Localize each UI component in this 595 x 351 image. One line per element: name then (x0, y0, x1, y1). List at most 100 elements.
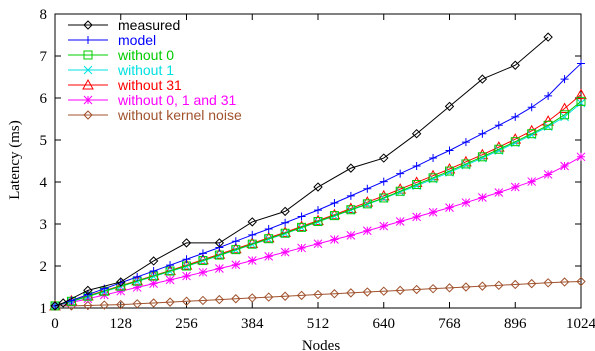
data-point (511, 112, 520, 121)
data-point (247, 256, 257, 265)
data-point (428, 207, 438, 217)
data-point (346, 205, 356, 215)
data-point (363, 184, 372, 193)
data-point (297, 212, 306, 221)
data-point (264, 234, 274, 244)
legend-marker (83, 50, 93, 60)
data-point (494, 280, 504, 291)
data-point (445, 203, 454, 212)
legend-label: without kernel noise (117, 107, 242, 123)
data-point (297, 222, 307, 232)
series-line (54, 100, 582, 307)
data-point (133, 272, 142, 281)
data-point (99, 300, 110, 310)
data-point (560, 161, 569, 171)
data-point (379, 153, 389, 163)
data-point (412, 180, 422, 190)
axes: 0 128 256 384 512 640 768 896 1024 1 2 3 4 5 6 7 8 (40, 7, 595, 332)
data-point (231, 260, 241, 270)
data-point (526, 278, 537, 289)
data-point (198, 267, 208, 277)
data-point (313, 216, 323, 226)
data-point (575, 88, 587, 100)
x-tick-label: 1024 (566, 316, 595, 332)
data-point (576, 96, 586, 106)
data-point (527, 177, 537, 186)
data-point (429, 154, 438, 163)
data-point (329, 289, 340, 299)
data-point (214, 238, 225, 248)
data-point (412, 212, 421, 222)
data-point (444, 101, 455, 112)
data-point (428, 173, 438, 183)
data-point (83, 285, 93, 296)
data-point (132, 299, 142, 309)
data-point (50, 301, 60, 311)
data-point (231, 294, 241, 304)
legend-label: without 0 (117, 47, 174, 63)
y-tick-label: 2 (40, 259, 48, 275)
data-point (231, 245, 241, 255)
legend-marker (83, 65, 93, 75)
data-point (116, 277, 126, 287)
data-point (560, 75, 569, 84)
x-tick-label: 896 (504, 316, 527, 332)
legend-item-measured: measured (68, 17, 180, 33)
data-point (510, 182, 520, 192)
data-point (577, 59, 585, 68)
data-point (166, 261, 175, 270)
data-point (461, 198, 471, 207)
data-point (116, 299, 126, 310)
data-point (297, 243, 306, 253)
data-point (510, 137, 520, 147)
legend-item-without-1: without 1 (68, 62, 174, 78)
data-point (362, 199, 372, 209)
data-point (263, 292, 274, 302)
data-point (395, 217, 405, 226)
data-point (478, 129, 487, 138)
y-tick-label: 4 (40, 175, 48, 191)
data-point (182, 255, 191, 264)
data-point (411, 128, 422, 139)
data-point (411, 284, 422, 295)
data-point (461, 138, 470, 147)
data-point (148, 298, 159, 308)
y-tick-label: 8 (40, 7, 48, 23)
series-line (55, 281, 582, 307)
data-point (461, 282, 471, 292)
data-point (477, 152, 487, 162)
x-tick-label: 768 (438, 316, 461, 332)
x-tick-label: 640 (373, 316, 396, 332)
data-point (461, 159, 471, 169)
data-point (543, 170, 553, 179)
data-point (198, 295, 208, 306)
series-line (54, 102, 582, 307)
data-point (181, 296, 192, 306)
data-point (149, 267, 158, 276)
legend-marker (83, 20, 93, 30)
data-point (558, 102, 571, 113)
data-point (362, 226, 372, 236)
data-point (313, 182, 323, 192)
data-point (247, 293, 257, 303)
legend-label: without 31 (117, 77, 182, 93)
data-point (477, 281, 488, 291)
data-point (544, 91, 553, 100)
data-point (362, 287, 373, 297)
data-point (83, 294, 93, 304)
data-point (214, 294, 225, 305)
data-point (445, 166, 454, 176)
data-point (559, 277, 570, 287)
data-point (313, 289, 323, 300)
series-line (54, 36, 549, 307)
data-point (444, 283, 455, 293)
data-point (296, 290, 307, 301)
data-point (412, 162, 421, 171)
data-point (132, 283, 142, 292)
data-point (58, 298, 68, 308)
legend-item-model: model (68, 32, 156, 48)
data-point (346, 230, 356, 240)
data-point (280, 291, 290, 301)
x-tick-label: 128 (110, 316, 133, 332)
